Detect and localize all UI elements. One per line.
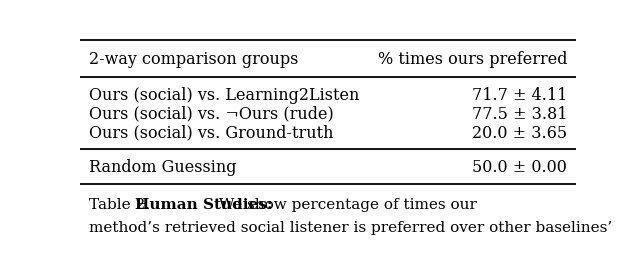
Text: % times ours preferred: % times ours preferred	[378, 51, 567, 68]
Text: 20.0 ± 3.65: 20.0 ± 3.65	[472, 125, 567, 142]
Text: Ours (social) vs. Ground-truth: Ours (social) vs. Ground-truth	[89, 125, 333, 142]
Text: Human Studies:: Human Studies:	[135, 199, 273, 212]
Text: 50.0 ± 0.00: 50.0 ± 0.00	[472, 159, 567, 176]
Text: 77.5 ± 3.81: 77.5 ± 3.81	[472, 106, 567, 123]
Text: method’s retrieved social listener is preferred over other baselines’: method’s retrieved social listener is pr…	[89, 221, 612, 236]
Text: Table 2.: Table 2.	[89, 199, 159, 212]
Text: 2-way comparison groups: 2-way comparison groups	[89, 51, 298, 68]
Text: Random Guessing: Random Guessing	[89, 159, 236, 176]
Text: We show percentage of times our: We show percentage of times our	[209, 199, 477, 212]
Text: 71.7 ± 4.11: 71.7 ± 4.11	[472, 87, 567, 104]
Text: Ours (social) vs. Learning2Listen: Ours (social) vs. Learning2Listen	[89, 87, 359, 104]
Text: Ours (social) vs. ¬Ours (rude): Ours (social) vs. ¬Ours (rude)	[89, 106, 333, 123]
